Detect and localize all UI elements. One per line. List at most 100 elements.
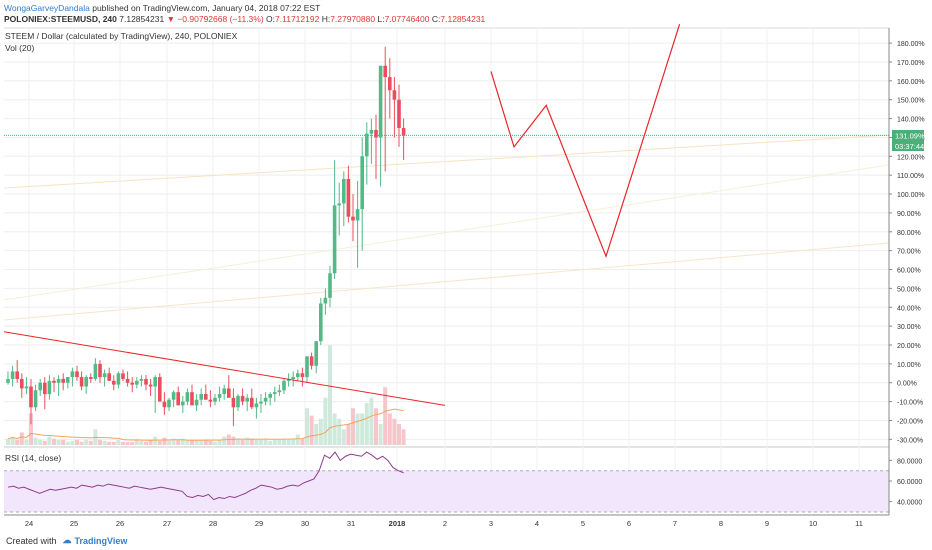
volume-bar	[369, 397, 374, 445]
volume-bar	[383, 387, 388, 445]
rsi-pane: 40.0000 60.0000 80.0000	[4, 451, 922, 513]
volume-bar	[231, 436, 236, 445]
projection-path	[490, 24, 681, 259]
y-tick-label: -30.00%	[897, 437, 923, 444]
created-with: Created with	[6, 535, 57, 546]
candle-body	[291, 377, 295, 379]
candle-body	[369, 129, 374, 134]
candle-body	[102, 373, 107, 378]
volume-bar	[309, 415, 314, 445]
y-tick-label: 120.00%	[897, 154, 925, 161]
x-tick-label: 8	[719, 519, 723, 528]
volume-bar	[157, 440, 162, 445]
volume-bar	[61, 439, 66, 445]
candle-body	[227, 388, 231, 398]
candle-body	[365, 133, 369, 157]
rsi-tick-label: 60.0000	[897, 479, 922, 486]
volume-bar	[121, 441, 125, 445]
candle-body	[75, 371, 79, 378]
candle-body	[236, 395, 240, 408]
volume-bar	[111, 441, 116, 445]
author-link[interactable]: WongaGarveyDandala	[4, 3, 90, 13]
last-price: 7.12854231	[119, 14, 165, 24]
rsi-band	[4, 470, 889, 512]
candle-body	[337, 203, 341, 206]
x-tick-label: 9	[765, 519, 769, 528]
candle-body	[383, 65, 387, 78]
candle-body	[401, 128, 406, 136]
x-tick-label: 10	[809, 519, 817, 528]
candle-body	[10, 371, 15, 379]
volume-bar	[346, 424, 351, 445]
candle-body	[56, 378, 61, 383]
countdown-tag: 03:37:44	[895, 142, 924, 151]
volume-bar	[75, 439, 79, 445]
volume-bar	[42, 440, 47, 445]
footer: Created with ☁ TradingView	[6, 535, 127, 546]
countdown-tag-bg	[892, 141, 924, 151]
tradingview-logo[interactable]: ☁ TradingView	[63, 535, 128, 546]
volume-bar	[240, 439, 245, 445]
candle-body	[222, 388, 226, 395]
candle-body	[171, 392, 176, 400]
volume-bar	[300, 438, 305, 445]
volume-bar	[24, 439, 29, 445]
candle-body	[181, 401, 185, 406]
candle-body	[153, 377, 157, 387]
candle-body	[204, 394, 208, 400]
x-tick-label: 26	[116, 519, 124, 528]
volume-bar	[139, 440, 144, 445]
y-tick-label: 110.00%	[897, 173, 924, 180]
fib-line	[3, 242, 890, 321]
candle-body	[360, 156, 364, 210]
candle-body	[176, 392, 180, 406]
volume-bar	[341, 429, 346, 445]
volume-bar	[328, 345, 332, 445]
candle-body	[259, 401, 263, 404]
volume-bar	[88, 440, 93, 445]
y-tick-label: 140.00%	[897, 117, 925, 124]
candle-body	[346, 178, 351, 217]
symbol-bar: POLONIEX:STEEMUSD, 240 7.12854231 ▼ −0.9…	[4, 14, 485, 24]
volume-bar	[277, 439, 282, 445]
candle-body	[116, 373, 121, 385]
y-tick-label: 40.00%	[897, 305, 921, 312]
volume-bar	[392, 418, 397, 445]
volume-bar	[153, 436, 158, 445]
candle-body	[52, 380, 56, 383]
volume-bar	[397, 424, 401, 445]
volume-bar	[171, 438, 176, 445]
volume-bar	[263, 438, 268, 445]
volume-bar	[286, 439, 291, 445]
candle-body	[98, 363, 102, 378]
candle-body	[305, 356, 309, 378]
rsi-line	[7, 451, 404, 501]
x-tick-label: 3	[489, 519, 493, 528]
volume-bar	[98, 439, 102, 445]
candle-body	[314, 341, 318, 366]
volume-bar	[148, 439, 153, 445]
brand-label: TradingView	[74, 535, 128, 546]
fib-line	[3, 134, 890, 189]
volume-bar	[355, 413, 360, 445]
candle-body	[107, 373, 111, 381]
candle-body	[374, 129, 378, 138]
candle-body	[263, 397, 268, 402]
volume-bar	[84, 439, 89, 445]
low-value: 7.07746400	[384, 14, 430, 24]
candle-body	[70, 371, 75, 378]
volume-bar	[314, 424, 319, 445]
candle-body	[217, 394, 222, 398]
volume-bar	[47, 436, 52, 445]
volume-bar	[282, 438, 286, 445]
volume-bar	[134, 439, 139, 445]
volume-bar	[291, 438, 296, 445]
candle-body	[47, 380, 52, 395]
y-tick-label: -10.00%	[897, 400, 923, 407]
volume-bar	[332, 413, 337, 445]
volume-bar	[144, 441, 148, 445]
candle-body	[254, 403, 259, 408]
x-tick-label: 25	[70, 519, 78, 528]
candle-body	[33, 390, 38, 408]
